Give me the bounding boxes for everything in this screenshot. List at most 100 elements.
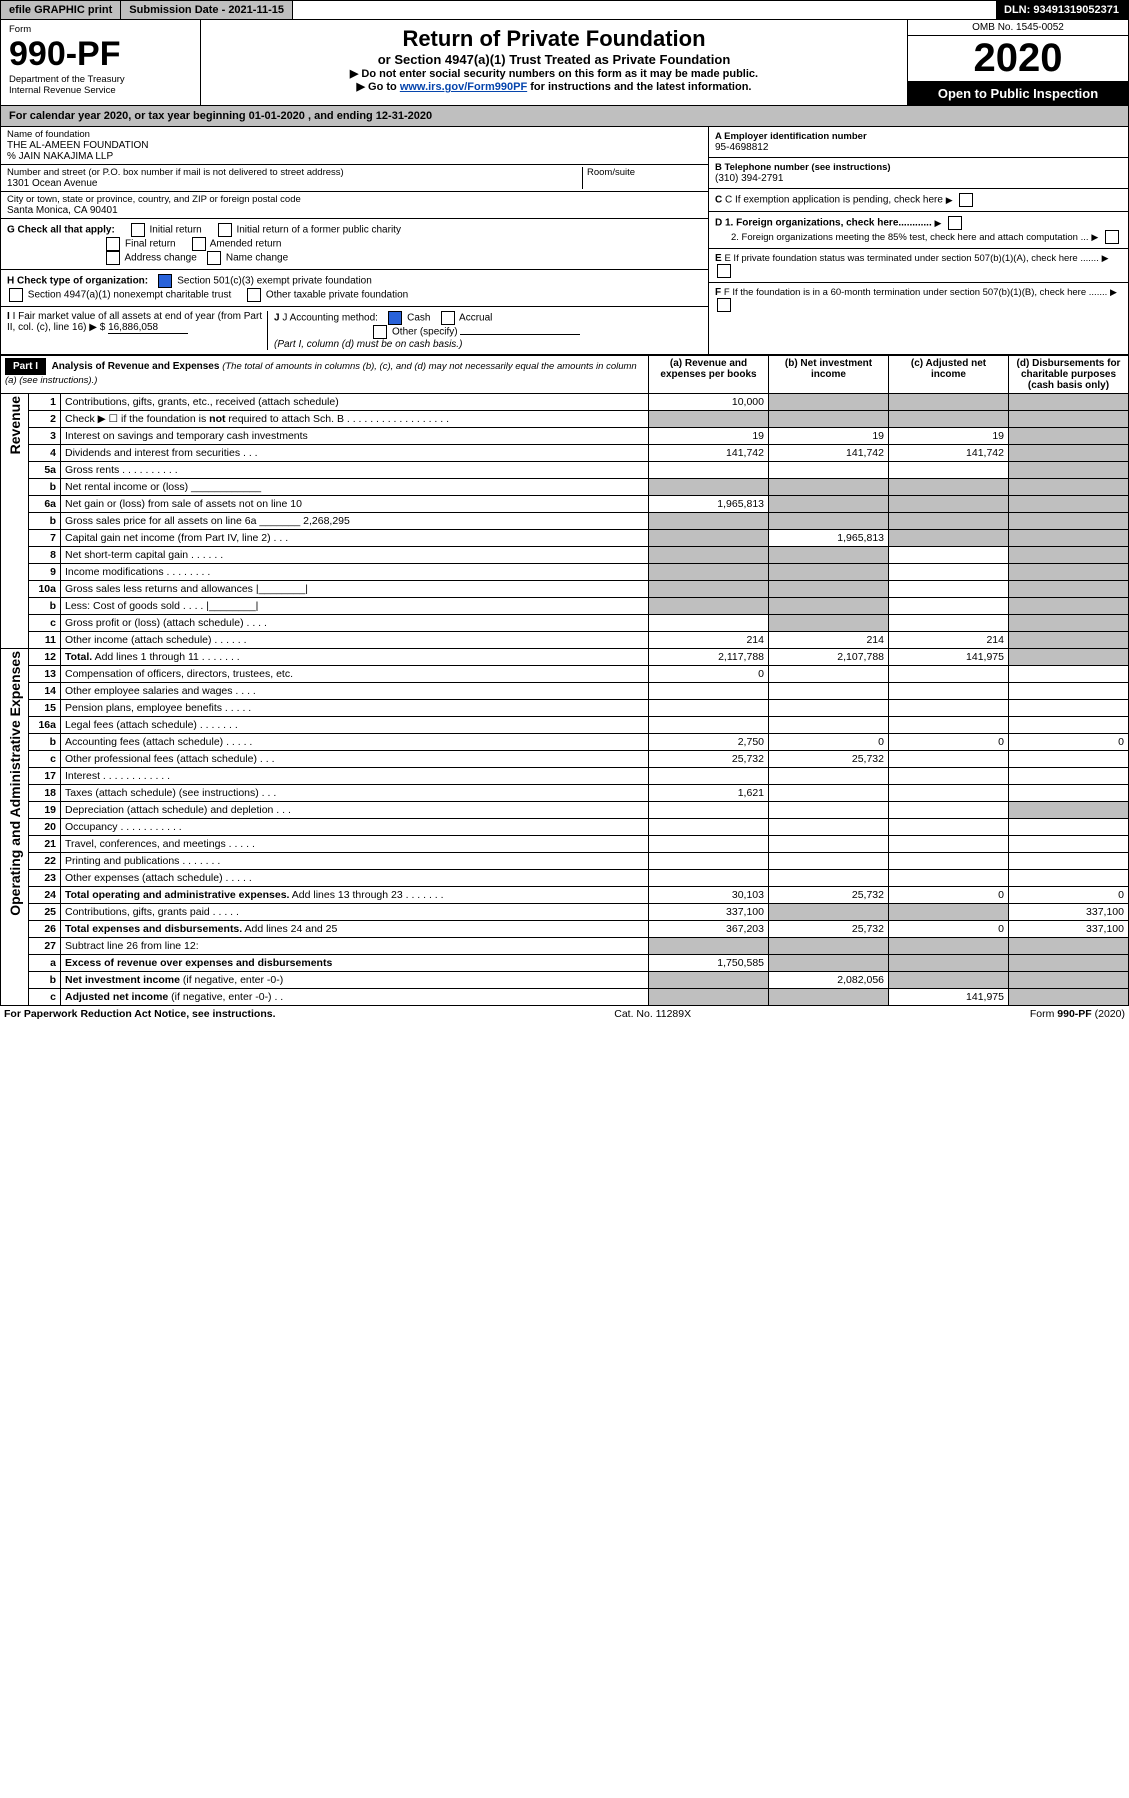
- row-number: 9: [29, 564, 61, 581]
- cell-c: 19: [889, 428, 1009, 445]
- line-c: C C If exemption application is pending,…: [709, 189, 1128, 212]
- line-f: F F If the foundation is in a 60-month t…: [709, 283, 1128, 316]
- row-label: Net short-term capital gain . . . . . .: [61, 547, 649, 564]
- cell-d: [1009, 989, 1129, 1006]
- cell-b: [769, 547, 889, 564]
- row-number: 22: [29, 853, 61, 870]
- cell-c: [889, 819, 1009, 836]
- form-title: Return of Private Foundation: [207, 26, 901, 52]
- lbl-501c3: Section 501(c)(3) exempt private foundat…: [177, 276, 372, 287]
- cell-b: [769, 836, 889, 853]
- chk-cash[interactable]: [388, 311, 402, 325]
- cell-d: [1009, 411, 1129, 428]
- chk-other-method[interactable]: [373, 325, 387, 339]
- table-row: 22Printing and publications . . . . . . …: [1, 853, 1129, 870]
- cell-d: 337,100: [1009, 904, 1129, 921]
- chk-507b1a[interactable]: [717, 264, 731, 278]
- row-number: a: [29, 955, 61, 972]
- cell-c: [889, 802, 1009, 819]
- cell-d: [1009, 768, 1129, 785]
- cell-c: 0: [889, 887, 1009, 904]
- row-number: 1: [29, 394, 61, 411]
- row-label: Printing and publications . . . . . . .: [61, 853, 649, 870]
- chk-initial-public[interactable]: [218, 223, 232, 237]
- chk-addr-change[interactable]: [106, 251, 120, 265]
- cell-d: [1009, 547, 1129, 564]
- chk-accrual[interactable]: [441, 311, 455, 325]
- chk-85pct[interactable]: [1105, 230, 1119, 244]
- cell-b: [769, 581, 889, 598]
- cell-b: [769, 768, 889, 785]
- row-number: 10a: [29, 581, 61, 598]
- chk-amended[interactable]: [192, 237, 206, 251]
- form990pf-link[interactable]: www.irs.gov/Form990PF: [400, 81, 527, 93]
- row-number: b: [29, 479, 61, 496]
- chk-507b1b[interactable]: [717, 298, 731, 312]
- cell-d: [1009, 700, 1129, 717]
- cell-b: 2,107,788: [769, 649, 889, 666]
- table-row: 11Other income (attach schedule) . . . .…: [1, 632, 1129, 649]
- row-number: 8: [29, 547, 61, 564]
- cell-b: [769, 989, 889, 1006]
- form-number: 990-PF: [9, 35, 192, 74]
- j-note: (Part I, column (d) must be on cash basi…: [274, 339, 462, 350]
- cell-d: [1009, 666, 1129, 683]
- chk-name-change[interactable]: [207, 251, 221, 265]
- chk-4947[interactable]: [9, 288, 23, 302]
- row-number: 14: [29, 683, 61, 700]
- cell-c: 141,742: [889, 445, 1009, 462]
- row-label: Income modifications . . . . . . . .: [61, 564, 649, 581]
- table-row: 16aLegal fees (attach schedule) . . . . …: [1, 717, 1129, 734]
- cell-c: [889, 972, 1009, 989]
- cell-a: 367,203: [649, 921, 769, 938]
- table-row: cOther professional fees (attach schedul…: [1, 751, 1129, 768]
- table-row: 9Income modifications . . . . . . . .: [1, 564, 1129, 581]
- table-row: 8Net short-term capital gain . . . . . .: [1, 547, 1129, 564]
- cell-d: [1009, 853, 1129, 870]
- cell-b: 214: [769, 632, 889, 649]
- cell-a: [649, 530, 769, 547]
- row-number: 16a: [29, 717, 61, 734]
- check-h: H Check type of organization: Section 50…: [1, 270, 708, 307]
- row-number: b: [29, 513, 61, 530]
- cell-a: [649, 768, 769, 785]
- part1-title: Analysis of Revenue and Expenses: [52, 361, 220, 372]
- city-state-zip: Santa Monica, CA 90401: [7, 205, 702, 216]
- form-word: Form: [9, 24, 192, 35]
- cell-d: [1009, 513, 1129, 530]
- table-row: 5aGross rents . . . . . . . . . .: [1, 462, 1129, 479]
- dept-treasury: Department of the Treasury: [9, 74, 192, 85]
- row-label: Pension plans, employee benefits . . . .…: [61, 700, 649, 717]
- table-row: bGross sales price for all assets on lin…: [1, 513, 1129, 530]
- inst-post: for instructions and the latest informat…: [527, 81, 751, 93]
- cell-d: [1009, 530, 1129, 547]
- row-label: Gross profit or (loss) (attach schedule)…: [61, 615, 649, 632]
- chk-501c3[interactable]: [158, 274, 172, 288]
- cell-c: [889, 717, 1009, 734]
- cell-d: [1009, 649, 1129, 666]
- chk-foreign-org[interactable]: [948, 216, 962, 230]
- chk-initial-return[interactable]: [131, 223, 145, 237]
- row-label: Interest on savings and temporary cash i…: [61, 428, 649, 445]
- cell-c: [889, 904, 1009, 921]
- name-label: Name of foundation: [7, 129, 702, 140]
- lbl-addr-change: Address change: [124, 253, 196, 264]
- cell-a: 141,742: [649, 445, 769, 462]
- cell-a: [649, 615, 769, 632]
- chk-exemption-pending[interactable]: [959, 193, 973, 207]
- cell-c: 0: [889, 921, 1009, 938]
- cell-b: [769, 904, 889, 921]
- cell-b: [769, 717, 889, 734]
- chk-other-taxable[interactable]: [247, 288, 261, 302]
- cell-d: [1009, 683, 1129, 700]
- row-number: 15: [29, 700, 61, 717]
- dln-number: DLN: 93491319052371: [996, 1, 1128, 19]
- cell-c: 0: [889, 734, 1009, 751]
- row-label: Excess of revenue over expenses and disb…: [61, 955, 649, 972]
- ein-label: A Employer identification number: [715, 131, 1122, 142]
- cell-d: [1009, 802, 1129, 819]
- efile-print-button[interactable]: efile GRAPHIC print: [1, 1, 121, 19]
- table-row: 20Occupancy . . . . . . . . . . .: [1, 819, 1129, 836]
- chk-final-return[interactable]: [106, 237, 120, 251]
- col-b-header: (b) Net investment income: [769, 356, 889, 394]
